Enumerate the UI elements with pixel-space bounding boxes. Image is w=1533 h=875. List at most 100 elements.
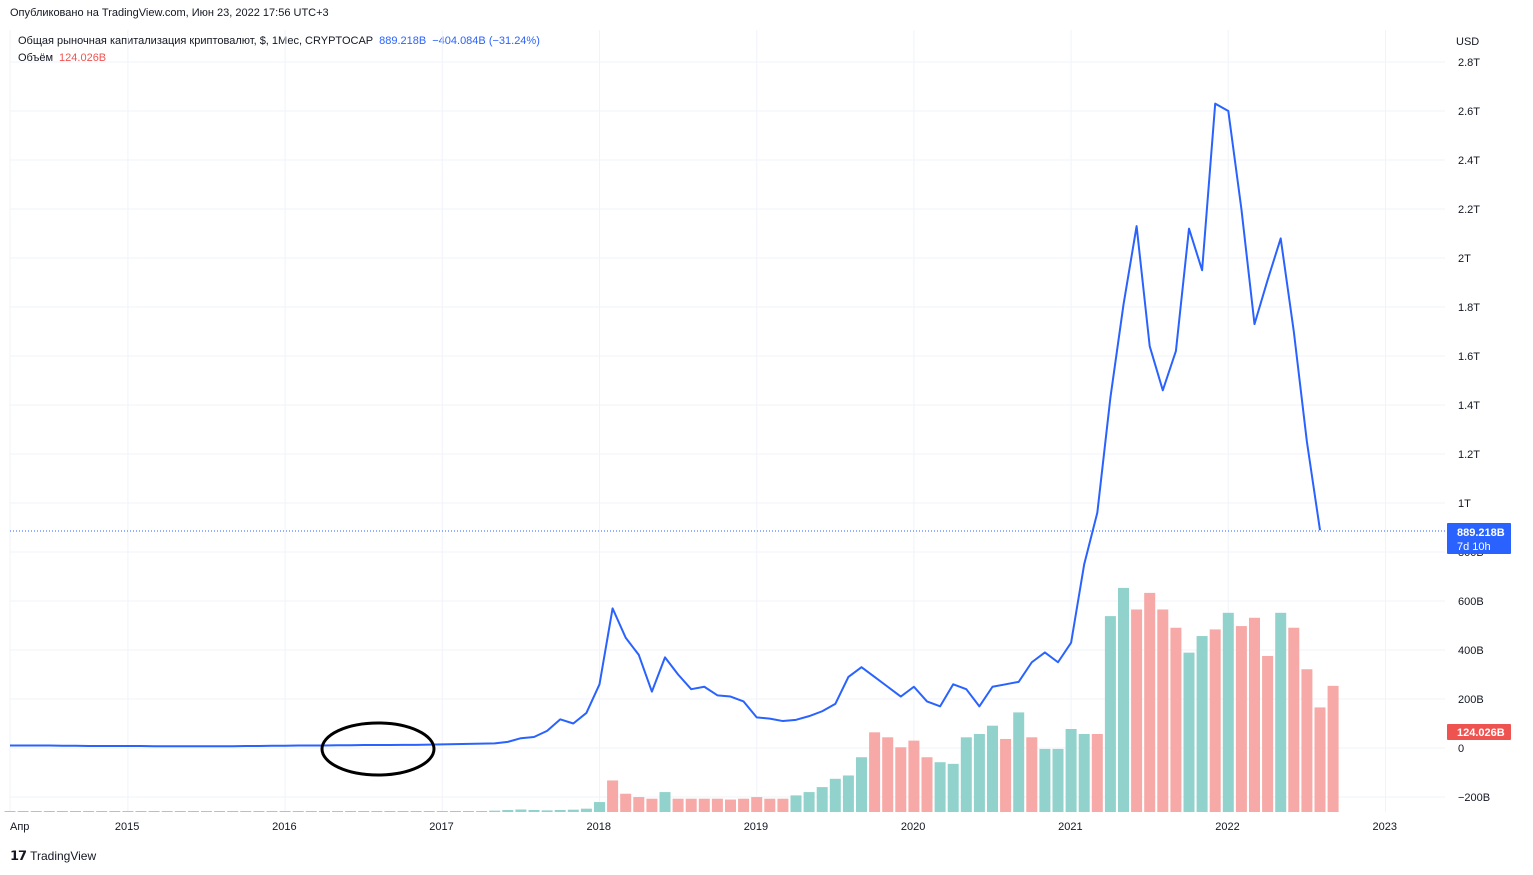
- last-price-label: 889.218B: [1457, 527, 1505, 539]
- volume-bars: [4, 587, 1339, 812]
- volume-bar: [371, 811, 383, 812]
- price-axis[interactable]: 2.8T2.6T2.4T2.2T2T1.8T1.6T1.4T1.2T1T800B…: [1458, 57, 1490, 804]
- volume-bar: [43, 811, 55, 812]
- legend-volume-label: Объём: [18, 52, 54, 64]
- volume-bar: [829, 778, 841, 812]
- volume-bar: [987, 725, 998, 812]
- price-tick-label: 400B: [1458, 645, 1484, 657]
- volume-bar: [515, 809, 527, 812]
- time-axis[interactable]: Апр 2015 2016 2017 2018 2019 2020 2021 2022 2023: [10, 821, 1397, 833]
- volume-bar: [1209, 629, 1221, 812]
- volume-bar: [751, 797, 763, 812]
- footer-brand[interactable]: 𝟭𝟳 TradingView: [10, 848, 96, 864]
- volume-bar: [436, 811, 448, 812]
- volume-bar: [908, 740, 920, 812]
- footer-brand-text: TradingView: [30, 849, 97, 863]
- volume-bar: [960, 737, 972, 812]
- volume-bar: [921, 757, 933, 812]
- price-tick-label: 2T: [1458, 253, 1471, 265]
- legend-volume[interactable]: Объём 124.026B: [18, 52, 112, 64]
- volume-bar: [214, 811, 226, 812]
- volume-bar: [1183, 652, 1195, 812]
- volume-bar: [856, 757, 867, 812]
- volume-bar: [1196, 636, 1208, 812]
- volume-bar: [882, 737, 894, 812]
- volume-bar: [1013, 712, 1025, 812]
- volume-bar: [738, 798, 750, 812]
- price-tick-label: 200B: [1458, 694, 1484, 706]
- volume-bar: [1026, 737, 1038, 812]
- volume-bar: [463, 811, 474, 812]
- volume-bar: [332, 811, 343, 812]
- volume-bar: [423, 811, 435, 812]
- price-tick-label: 1.8T: [1458, 302, 1480, 314]
- volume-bar: [1118, 587, 1129, 812]
- volume-bar: [253, 811, 265, 812]
- volume-bar: [580, 808, 592, 812]
- volume-bar: [698, 798, 710, 812]
- volume-bar: [410, 811, 422, 812]
- price-tick-label: 1.4T: [1458, 400, 1480, 412]
- volume-bar: [201, 811, 212, 812]
- volume-bar: [528, 810, 540, 812]
- volume-bar: [227, 811, 239, 812]
- volume-bar: [1065, 729, 1077, 812]
- last-price-marker: 889.218B 7d 10h: [1447, 523, 1511, 554]
- price-tick-label: 1.6T: [1458, 351, 1480, 363]
- tradingview-logo-icon: 𝟭𝟳: [10, 848, 27, 863]
- time-tick-label: 2023: [1373, 821, 1397, 833]
- volume-bar: [1314, 707, 1326, 812]
- volume-bar: [266, 811, 278, 812]
- volume-bar: [1078, 733, 1090, 812]
- countdown-label: 7d 10h: [1457, 541, 1491, 553]
- time-tick-label: 2015: [115, 821, 139, 833]
- market-cap-line: [10, 102, 1321, 748]
- price-tick-label: 1.2T: [1458, 449, 1480, 461]
- price-tick-label: 2.8T: [1458, 57, 1480, 69]
- volume-bar: [148, 811, 160, 812]
- time-tick-label: 2017: [429, 821, 453, 833]
- volume-bar: [934, 762, 946, 812]
- volume-bar: [17, 811, 29, 812]
- currency-label: USD: [1456, 36, 1479, 48]
- volume-bar: [711, 798, 723, 812]
- volume-bar: [816, 787, 828, 812]
- volume-bar: [476, 811, 488, 812]
- price-tick-label: 2.2T: [1458, 204, 1480, 216]
- price-line: [10, 102, 1321, 748]
- time-tick-label: 2019: [744, 821, 768, 833]
- volume-bar: [803, 792, 815, 812]
- volume-bar: [30, 811, 42, 812]
- volume-bar: [122, 811, 134, 812]
- legend-change: −404.084B (−31.24%): [432, 35, 540, 47]
- volume-bar: [187, 811, 199, 812]
- volume-bar: [502, 810, 514, 812]
- volume-bar: [1131, 609, 1143, 812]
- volume-bar: [764, 798, 776, 812]
- volume-bar: [4, 811, 16, 812]
- volume-bar: [174, 811, 186, 812]
- price-tick-label: 600B: [1458, 596, 1484, 608]
- volume-bar: [567, 809, 579, 812]
- legend-volume-value: 124.026B: [59, 52, 107, 64]
- volume-bar: [895, 747, 907, 812]
- volume-bar: [358, 811, 370, 812]
- legend-main-series[interactable]: Общая рыночная капитализация криптовалют…: [18, 35, 546, 47]
- price-tick-label: −200B: [1458, 792, 1490, 804]
- price-tick-label: 2.4T: [1458, 155, 1480, 167]
- volume-bar: [594, 802, 605, 812]
- volume-bar: [1039, 748, 1051, 812]
- volume-bar: [842, 775, 854, 812]
- volume-bar: [659, 792, 671, 812]
- volume-bar: [1275, 612, 1287, 812]
- volume-bar: [554, 810, 566, 812]
- price-tick-label: 0: [1458, 743, 1464, 755]
- volume-bar: [947, 763, 959, 812]
- volume-bar: [1052, 748, 1064, 812]
- volume-bar: [790, 795, 802, 812]
- volume-bar: [1222, 612, 1234, 812]
- published-caption: Опубликовано на TradingView.com, Июн 23,…: [10, 7, 329, 19]
- volume-bar: [1104, 616, 1116, 812]
- volume-bar: [1249, 617, 1260, 812]
